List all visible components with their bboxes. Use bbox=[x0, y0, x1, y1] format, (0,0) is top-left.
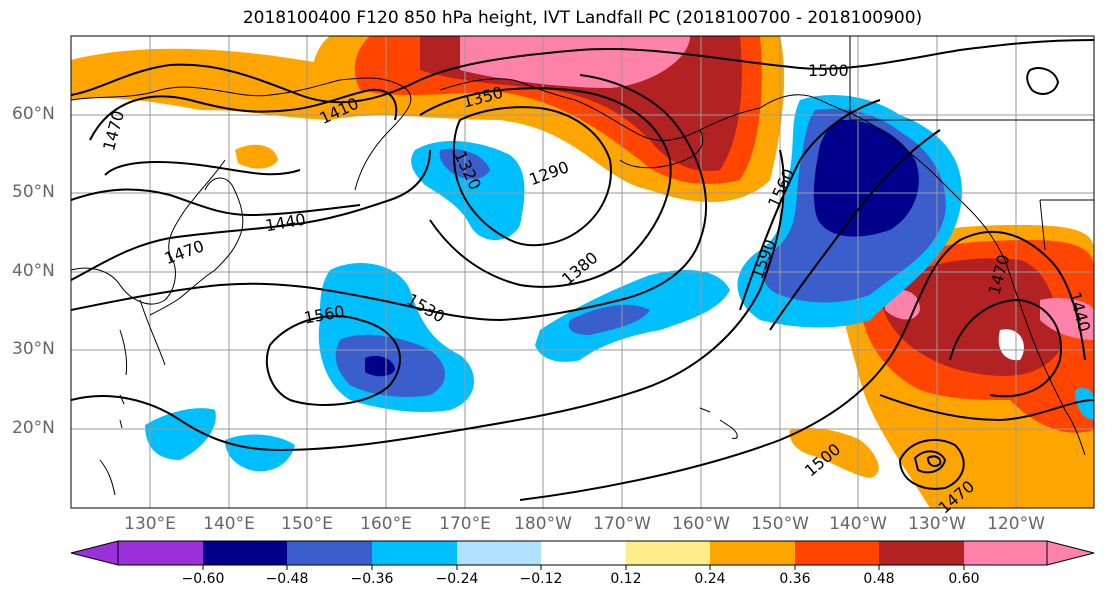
map-graticule bbox=[71, 36, 1094, 508]
lon-label: 170°W bbox=[593, 514, 651, 534]
coastlines bbox=[71, 36, 1094, 496]
lon-label: 140°W bbox=[829, 514, 887, 534]
colorbar-extend-low bbox=[70, 540, 119, 566]
colorbar-tick-label: −0.48 bbox=[265, 571, 309, 587]
colorbar-tick-label: 0.60 bbox=[948, 571, 980, 587]
lon-label: 130°W bbox=[908, 514, 966, 534]
lon-label: 160°E bbox=[360, 514, 412, 534]
colorbar-bin bbox=[457, 541, 541, 565]
colorbar-tick-label: 0.12 bbox=[610, 571, 642, 587]
lon-label: 130°E bbox=[124, 514, 176, 534]
lon-label: 180°W bbox=[514, 514, 572, 534]
colorbar-extend-high bbox=[1046, 540, 1095, 566]
map-title: 2018100400 F120 850 hPa height, IVT Land… bbox=[242, 8, 923, 28]
lon-label: 150°W bbox=[751, 514, 809, 534]
colorbar-bin bbox=[964, 541, 1047, 565]
height-contours bbox=[71, 39, 1094, 501]
lon-label: 170°E bbox=[439, 514, 491, 534]
colorbar bbox=[70, 540, 1095, 570]
colorbar-bin bbox=[710, 541, 795, 565]
map-frame bbox=[70, 35, 1095, 509]
colorbar-tick-label: −0.12 bbox=[519, 571, 563, 587]
lat-label: 20°N bbox=[12, 418, 55, 438]
ivt-negative-shading bbox=[145, 95, 1094, 472]
map-plot-area bbox=[71, 36, 1094, 508]
lon-label: 160°W bbox=[672, 514, 730, 534]
colorbar-bin bbox=[541, 541, 626, 565]
colorbar-tick-label: −0.36 bbox=[350, 571, 394, 587]
colorbar-tick-label: −0.24 bbox=[435, 571, 479, 587]
colorbar-bin bbox=[118, 541, 203, 565]
contour-label: 1500 bbox=[808, 61, 849, 80]
lat-label: 50°N bbox=[12, 182, 55, 202]
lon-label: 150°E bbox=[281, 514, 333, 534]
colorbar-bin bbox=[879, 541, 964, 565]
colorbar-bin bbox=[795, 541, 879, 565]
colorbar-tick-label: 0.24 bbox=[694, 571, 726, 587]
lon-label: 120°W bbox=[987, 514, 1045, 534]
colorbar-bin bbox=[626, 541, 710, 565]
colorbar-bin bbox=[203, 541, 287, 565]
ivt-positive-shading bbox=[71, 36, 1094, 508]
colorbar-tick-label: −0.60 bbox=[181, 571, 225, 587]
colorbar-tick-label: 0.36 bbox=[779, 571, 811, 587]
colorbar-bin bbox=[372, 541, 457, 565]
colorbar-tick-label: 0.48 bbox=[863, 571, 895, 587]
lat-label: 60°N bbox=[12, 104, 55, 124]
lat-label: 40°N bbox=[12, 261, 55, 281]
lon-label: 140°E bbox=[203, 514, 255, 534]
colorbar-bin bbox=[287, 541, 372, 565]
lat-label: 30°N bbox=[12, 339, 55, 359]
